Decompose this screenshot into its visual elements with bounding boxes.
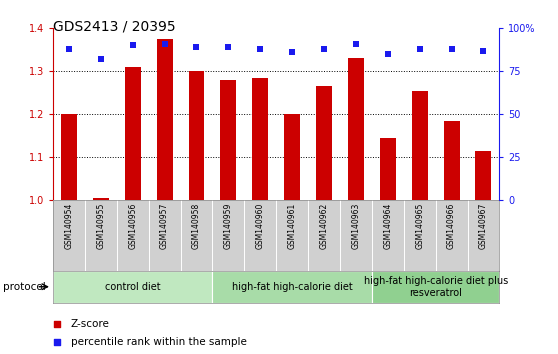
Text: Z-score: Z-score: [71, 319, 110, 329]
Text: GDS2413 / 20395: GDS2413 / 20395: [53, 19, 176, 34]
Text: GSM140958: GSM140958: [192, 203, 201, 249]
Text: percentile rank within the sample: percentile rank within the sample: [71, 337, 247, 348]
Point: [352, 41, 360, 47]
Point: [288, 50, 297, 55]
Text: GSM140957: GSM140957: [160, 203, 169, 249]
Text: protocol: protocol: [3, 282, 46, 292]
Point: [415, 46, 424, 52]
Text: high-fat high-calorie diet: high-fat high-calorie diet: [232, 282, 353, 292]
Bar: [93, 198, 109, 200]
Bar: [284, 114, 300, 200]
Bar: [252, 78, 268, 200]
Point: [447, 46, 456, 52]
Text: GSM140964: GSM140964: [383, 203, 392, 249]
Bar: [125, 67, 141, 200]
Point: [312, 224, 321, 229]
Bar: [348, 58, 364, 200]
Bar: [220, 80, 237, 200]
Bar: [444, 121, 460, 200]
Bar: [61, 114, 77, 200]
Text: GSM140963: GSM140963: [352, 203, 360, 249]
Bar: [412, 91, 427, 200]
Text: GSM140966: GSM140966: [447, 203, 456, 249]
Point: [256, 46, 264, 52]
Text: GSM140962: GSM140962: [320, 203, 329, 249]
Bar: [53, 271, 213, 303]
Point: [383, 51, 392, 57]
Text: GSM140967: GSM140967: [479, 203, 488, 249]
Point: [479, 48, 488, 53]
Point: [192, 44, 201, 50]
Point: [160, 41, 169, 47]
Text: high-fat high-calorie diet plus
resveratrol: high-fat high-calorie diet plus resverat…: [363, 276, 508, 298]
Text: control diet: control diet: [105, 282, 161, 292]
Bar: [316, 86, 332, 200]
Bar: [372, 271, 499, 303]
Text: GSM140959: GSM140959: [224, 203, 233, 249]
Bar: [157, 39, 172, 200]
Text: GSM140960: GSM140960: [256, 203, 264, 249]
Point: [128, 43, 137, 48]
Point: [224, 44, 233, 50]
Text: GSM140961: GSM140961: [288, 203, 297, 249]
Text: GSM140954: GSM140954: [65, 203, 74, 249]
Bar: [475, 151, 492, 200]
Point: [320, 46, 329, 52]
Point: [65, 46, 74, 52]
Bar: [380, 138, 396, 200]
Point: [97, 56, 105, 62]
Text: GSM140955: GSM140955: [97, 203, 105, 249]
Point: [312, 56, 321, 62]
Text: GSM140965: GSM140965: [415, 203, 424, 249]
Bar: [213, 271, 372, 303]
Text: GSM140956: GSM140956: [128, 203, 137, 249]
Bar: [189, 71, 204, 200]
